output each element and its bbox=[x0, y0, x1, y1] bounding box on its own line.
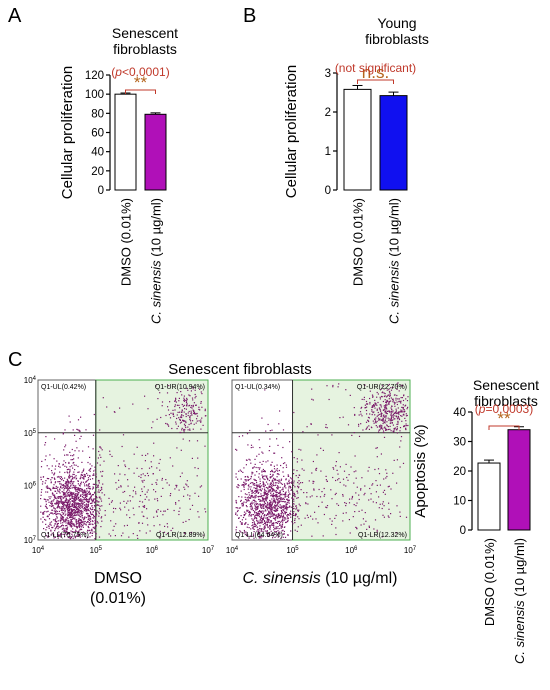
panel-letter-b: B bbox=[243, 5, 256, 27]
chart-title-line: fibroblasts bbox=[365, 31, 429, 47]
bar bbox=[507, 429, 531, 531]
flow-caption-sinensis: C. sinensis (10 µg/ml) bbox=[242, 570, 397, 587]
significance-stars: n.s. bbox=[362, 63, 389, 82]
flow-plot-sinensis: Q1-UL(0.34%) Q1-UR(22.70%) Q1-LL(64.64%) Q1… bbox=[226, 379, 417, 555]
flow-x-tick-label: 106 bbox=[345, 546, 358, 555]
y-tick-label: 40 bbox=[91, 147, 104, 159]
significance-label: (not significant) bbox=[335, 61, 416, 75]
flow-y-tick-label: 104 bbox=[24, 376, 37, 385]
y-tick-label: 10 bbox=[453, 496, 466, 508]
quadrant-label-ll: Q1-LL(75.75%) bbox=[41, 532, 89, 539]
flow-x-tick-label: 106 bbox=[146, 546, 159, 555]
flow-gate-region bbox=[95, 379, 209, 541]
quadrant-label-ll: Q1-LL(64.64%) bbox=[235, 532, 283, 539]
x-category-label: DMSO (0.01%) bbox=[119, 198, 134, 286]
y-tick-label: 120 bbox=[85, 70, 104, 82]
flow-y-tick-label: 106 bbox=[24, 482, 37, 491]
quadrant-label-lr: Q1-LR(12.32%) bbox=[358, 532, 407, 539]
quadrant-label-ur: Q1-UR(22.70%) bbox=[357, 384, 407, 391]
flow-dots bbox=[40, 385, 207, 540]
y-tick-label: 100 bbox=[85, 89, 104, 101]
flow-dots bbox=[235, 382, 409, 539]
quadrant-label-ul: Q1-UL(0.34%) bbox=[235, 384, 280, 391]
y-tick-label: 3 bbox=[325, 68, 331, 80]
y-axis-label: Apoptosis (%) bbox=[412, 424, 429, 517]
panel-letter-a: A bbox=[8, 5, 22, 27]
bar bbox=[114, 93, 137, 191]
significance-bracket bbox=[125, 89, 156, 94]
x-category-label: C. sinensis (10 µg/ml) bbox=[149, 198, 164, 324]
x-category-label: DMSO (0.01%) bbox=[351, 198, 366, 286]
y-tick-label: 20 bbox=[91, 166, 104, 178]
bar bbox=[477, 462, 501, 531]
significance-stars: ** bbox=[497, 409, 511, 428]
flow-x-tick-label: 104 bbox=[32, 546, 45, 555]
y-tick-label: 40 bbox=[453, 407, 466, 419]
bar bbox=[343, 88, 372, 191]
y-axis-label: Cellular proliferation bbox=[283, 65, 300, 198]
flow-y-tick-label: 107 bbox=[24, 536, 37, 545]
y-tick-label: 30 bbox=[453, 437, 466, 449]
quadrant-label-lr: Q1-LR(12.89%) bbox=[156, 532, 205, 539]
flow-caption-dmso: DMSO bbox=[94, 570, 142, 587]
x-category-label: C. sinensis (10 µg/ml) bbox=[387, 198, 402, 324]
flow-x-tick-label: 107 bbox=[202, 546, 215, 555]
quadrant-label-ur: Q1-UR(10.94%) bbox=[155, 384, 205, 391]
y-tick-label: 1 bbox=[325, 146, 331, 158]
flow-title: Senescent fibroblasts bbox=[168, 361, 311, 378]
y-axis-label: Cellular proliferation bbox=[59, 66, 76, 199]
flow-x-tick-label: 107 bbox=[404, 546, 417, 555]
y-tick-label: 20 bbox=[453, 466, 466, 478]
significance-stars: ** bbox=[134, 73, 148, 92]
chart-title-line: fibroblasts bbox=[113, 41, 177, 57]
y-tick-label: 80 bbox=[91, 108, 104, 120]
y-tick-label: 2 bbox=[325, 107, 331, 119]
chart-title-line: Senescent bbox=[473, 377, 539, 393]
quadrant-label-ul: Q1-UL(0.42%) bbox=[41, 384, 86, 391]
y-tick-label: 60 bbox=[91, 128, 104, 140]
flow-x-tick-label: 104 bbox=[226, 546, 239, 555]
flow-y-tick-label: 105 bbox=[24, 429, 37, 438]
y-tick-label: 0 bbox=[325, 185, 331, 197]
chart-title-line: fibroblasts bbox=[474, 393, 538, 409]
significance-bracket bbox=[488, 425, 520, 430]
x-category-label: DMSO (0.01%) bbox=[482, 538, 497, 626]
panel-letter-c: C bbox=[8, 349, 22, 371]
y-tick-label: 0 bbox=[98, 185, 104, 197]
significance-label: (p<0.0001) bbox=[111, 65, 169, 79]
significance-label: (p=0.0003) bbox=[475, 402, 533, 416]
flow-caption-dmso: (0.01%) bbox=[90, 590, 146, 607]
y-tick-label: 0 bbox=[460, 525, 466, 537]
x-category-label: C. sinensis (10 µg/ml) bbox=[512, 538, 527, 664]
chart-title-line: Young bbox=[377, 15, 416, 31]
flow-x-tick-label: 105 bbox=[90, 546, 103, 555]
significance-bracket bbox=[357, 79, 394, 84]
flow-plot-dmso: Q1-UL(0.42%) Q1-UR(10.94%) Q1-LL(75.75%) Q1… bbox=[24, 376, 215, 555]
bar bbox=[144, 113, 167, 191]
chart-title-line: Senescent bbox=[112, 25, 178, 41]
flow-x-tick-label: 105 bbox=[286, 546, 299, 555]
flow-captions: DMSO (0.01%) C. sinensis (10 µg/ml) bbox=[90, 570, 398, 607]
bar bbox=[379, 95, 408, 191]
